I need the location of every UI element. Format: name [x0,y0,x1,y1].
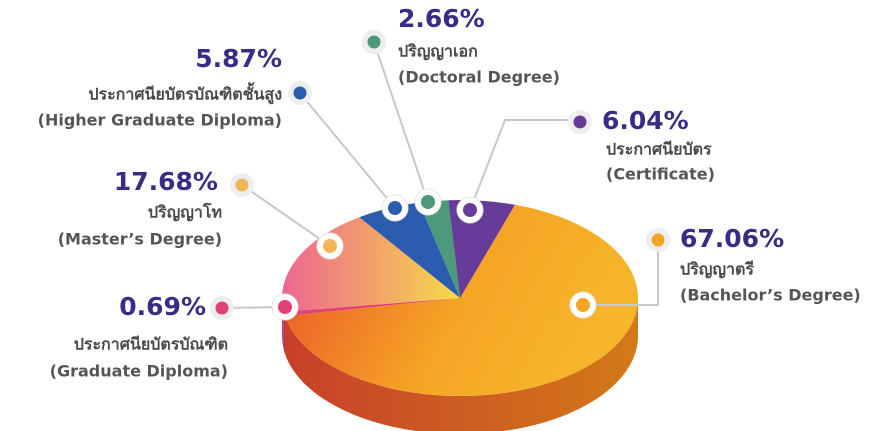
category-label-en: (Graduate Diploma) [50,362,228,381]
slice [283,298,460,317]
label-dot [367,35,381,49]
slice-marker [463,203,477,217]
category-label-en: (Bachelor’s Degree) [680,286,861,305]
slice [418,200,460,298]
category-label: ปริญญาโท [148,202,222,223]
category-label: ปริญญาตรี [680,260,754,280]
category-label-en: (Certificate) [606,165,715,184]
category-label: ประกาศนียบัตรบัณฑิต [74,335,228,354]
slice-marker [278,300,292,314]
category-label-en: (Doctoral Degree) [398,68,560,87]
label-dot [651,233,665,247]
label-dot [573,115,587,129]
leader-line [583,240,659,306]
value-label: 17.68% [114,167,218,196]
slice-marker [388,201,402,215]
category-label: ประกาศนียบัตร [606,140,712,159]
slice-side [283,311,286,355]
slice-marker [421,195,435,209]
slice [448,200,516,298]
slice [359,202,460,298]
slice-marker [576,298,590,312]
category-label: ปริญญาเอก [398,42,478,62]
value-label: 6.04% [602,106,689,135]
category-label-en: (Master’s Degree) [58,230,222,249]
leader-line [373,41,429,203]
label-dot [215,301,229,315]
label-dot [293,86,307,100]
leader-line [241,184,331,247]
slice-marker [323,239,337,253]
slice-side [285,298,638,431]
slice [285,204,639,397]
value-label: 67.06% [680,224,784,253]
value-label: 0.69% [119,292,206,321]
value-label: 2.66% [398,4,485,33]
label-dot [235,178,249,192]
category-label: ประกาศนียบัตรบัณฑิตชั้นสูง [88,82,282,106]
leader-line [469,119,580,211]
leader-line [299,92,396,209]
category-label-en: (Higher Graduate Diploma) [38,111,282,130]
value-label: 5.87% [195,44,282,73]
